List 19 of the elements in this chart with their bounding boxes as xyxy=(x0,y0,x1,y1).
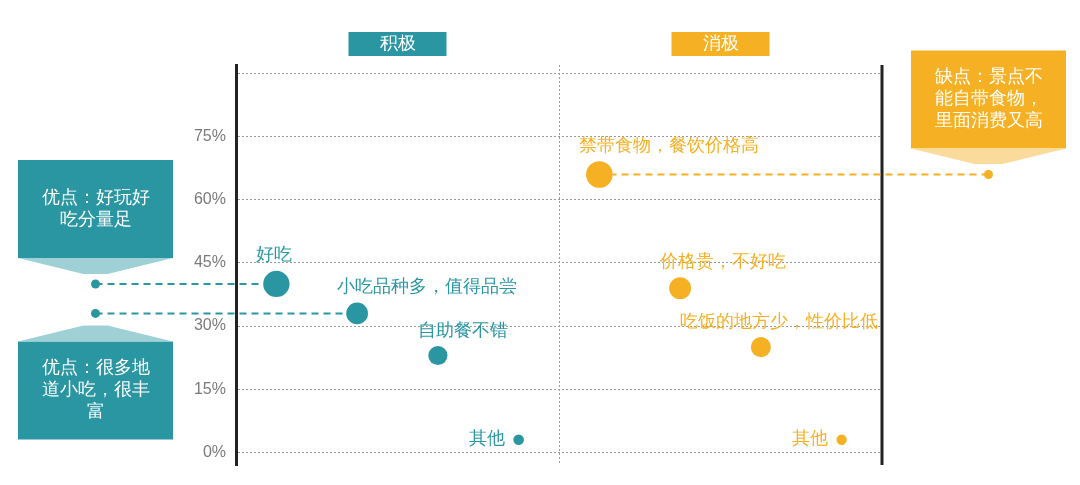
text: 缺点：景点不能自带食物，里面消费又高 xyxy=(934,65,1043,131)
text: 优点：很多地道小吃，很丰富 xyxy=(41,356,150,422)
data-label: 其他 xyxy=(792,427,829,449)
y-tick-label: 60% xyxy=(193,190,226,208)
data-label: 自助餐不错 xyxy=(417,318,508,340)
y-tick-label: 0% xyxy=(202,442,226,460)
data-label: 小吃品种多，值得品尝 xyxy=(337,275,518,297)
data-label: 其他 xyxy=(469,427,506,449)
text: 积极 xyxy=(379,32,416,54)
data-label: 吃饭的地方少，性价比低 xyxy=(680,309,878,331)
data-label: 价格贵，不好吃 xyxy=(659,249,787,271)
data-label: 禁带食物，餐饮价格高 xyxy=(579,133,760,155)
text: 消极 xyxy=(702,32,739,54)
y-tick-label: 75% xyxy=(193,126,226,144)
y-tick-label: 45% xyxy=(193,253,226,271)
text: 优点：好玩好吃分量足 xyxy=(41,185,150,229)
y-tick-label: 30% xyxy=(193,316,226,334)
y-tick-label: 15% xyxy=(193,379,226,397)
data-label: 好吃 xyxy=(256,243,293,265)
